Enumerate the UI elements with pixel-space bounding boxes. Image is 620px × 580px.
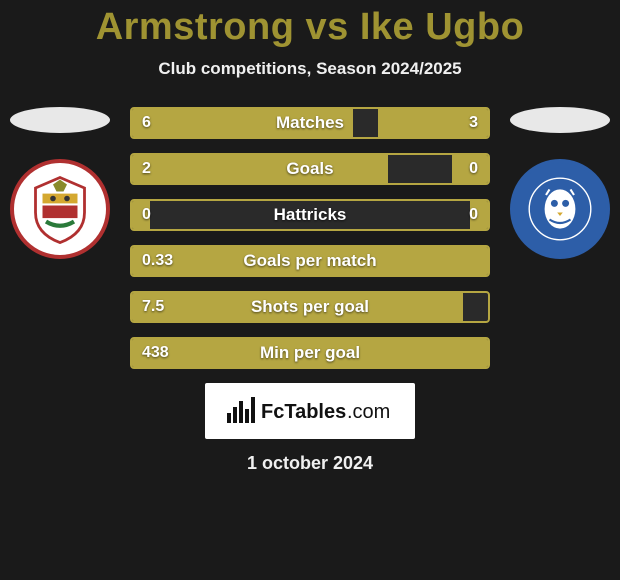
page-title: Armstrong vs Ike Ugbo <box>0 0 620 49</box>
vs-separator: vs <box>305 6 348 48</box>
player-right-name: Ike Ugbo <box>360 6 524 48</box>
stat-row: 00Hattricks <box>130 199 490 231</box>
brand-box[interactable]: FcTables .com <box>205 383 415 439</box>
stat-row: 438Min per goal <box>130 337 490 369</box>
subtitle: Club competitions, Season 2024/2025 <box>0 59 620 79</box>
team-crest-left <box>10 159 110 259</box>
player-left-name: Armstrong <box>96 6 295 48</box>
fctables-logo-icon: FcTables .com <box>225 395 395 427</box>
right-player-panel <box>500 107 620 259</box>
stat-label: Matches <box>132 113 488 133</box>
stat-label: Min per goal <box>132 343 488 363</box>
svg-text:FcTables: FcTables <box>261 401 346 423</box>
left-player-panel <box>0 107 120 259</box>
player-photo-placeholder-right <box>510 107 610 133</box>
bristol-city-crest-icon <box>25 174 95 244</box>
stat-label: Goals <box>132 159 488 179</box>
stats-bars: 63Matches 20Goals 00Hattricks 0.33Goals per… <box>130 107 490 369</box>
date-label: 1 october 2024 <box>0 453 620 474</box>
stat-label: Goals per match <box>132 251 488 271</box>
svg-text:.com: .com <box>347 401 390 423</box>
stat-row: 20Goals <box>130 153 490 185</box>
stat-label: Shots per goal <box>132 297 488 317</box>
stat-row: 7.5Shots per goal <box>130 291 490 323</box>
team-crest-right <box>510 159 610 259</box>
player-photo-placeholder-left <box>10 107 110 133</box>
sheffield-wednesday-crest-icon <box>525 174 595 244</box>
stat-row: 63Matches <box>130 107 490 139</box>
stat-row: 0.33Goals per match <box>130 245 490 277</box>
stat-label: Hattricks <box>132 205 488 225</box>
